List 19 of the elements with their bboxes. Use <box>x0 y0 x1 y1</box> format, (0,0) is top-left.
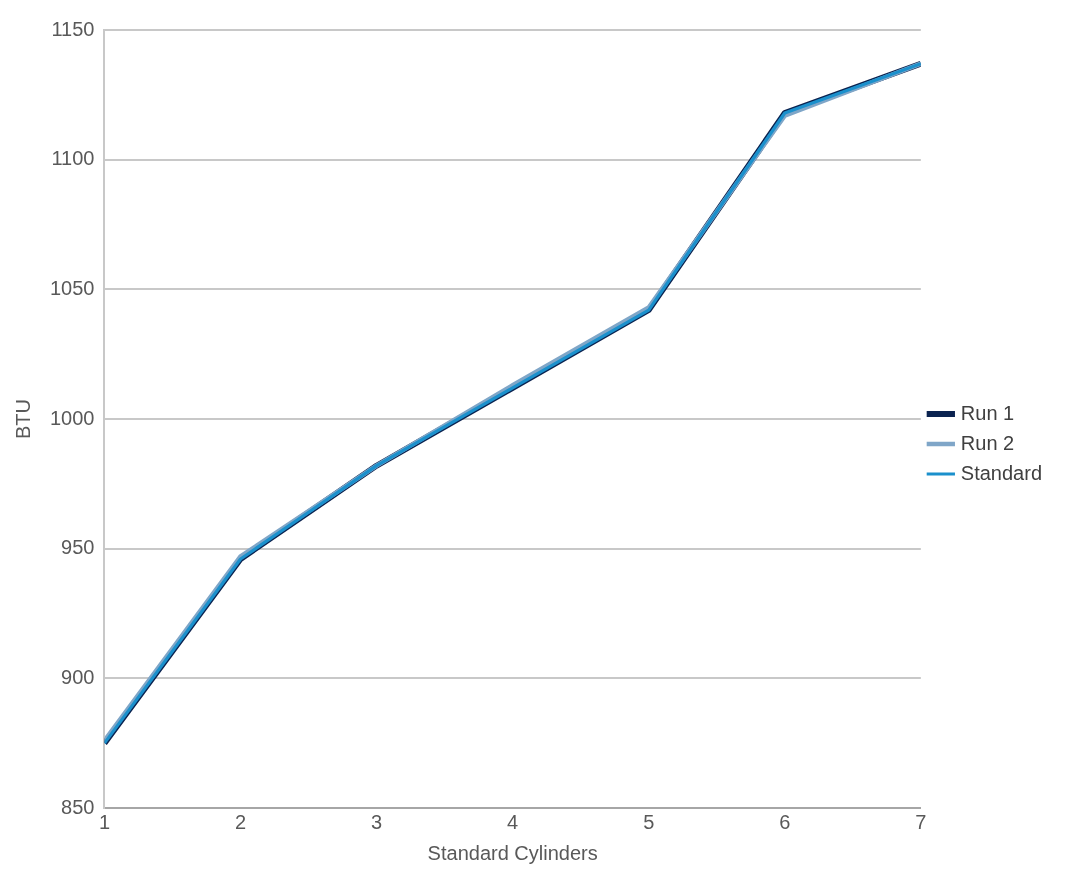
x-axis-title: Standard Cylinders <box>427 841 598 864</box>
y-tick-label: 900 <box>61 665 95 688</box>
x-tick-label: 7 <box>915 810 927 833</box>
y-tick-label: 1050 <box>49 276 95 299</box>
y-tick-label: 1150 <box>51 17 95 40</box>
y-tick-label: 950 <box>61 536 95 559</box>
y-tick-label: 1000 <box>49 406 95 429</box>
y-axis-title: BTU <box>11 399 34 439</box>
x-tick-label: 4 <box>507 810 519 833</box>
x-tick-label: 3 <box>371 810 383 833</box>
legend-label: Run 1 <box>960 401 1015 424</box>
y-tick-label: 850 <box>61 795 95 818</box>
x-tick-label: 6 <box>779 810 791 833</box>
legend-label: Run 2 <box>960 431 1015 454</box>
y-tick-label: 1100 <box>51 147 95 170</box>
x-tick-label: 5 <box>643 810 655 833</box>
legend-label: Standard <box>960 461 1042 484</box>
x-tick-label: 2 <box>234 810 247 833</box>
x-tick-label: 1 <box>98 810 111 833</box>
